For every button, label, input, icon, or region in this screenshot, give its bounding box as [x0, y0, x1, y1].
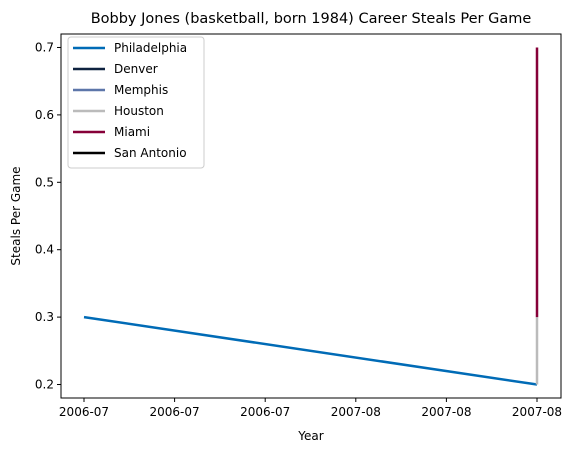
y-tick-label: 0.3 — [35, 310, 54, 324]
plot-area — [60, 33, 562, 399]
y-tick-label: 0.2 — [35, 378, 54, 392]
x-tick-label: 2006-07 — [59, 405, 109, 419]
legend-label-philadelphia: Philadelphia — [114, 41, 187, 55]
legend-label-miami: Miami — [114, 125, 150, 139]
legend: Philadelphia Denver Memphis Houston Miami San… — [67, 36, 205, 169]
y-tick-label: 0.7 — [35, 40, 54, 54]
chart-title: Bobby Jones (basketball, born 1984) Care… — [91, 11, 532, 27]
y-tick-label: 0.5 — [35, 175, 54, 189]
series-layer — [83, 47, 539, 386]
x-tick-label: 2006-07 — [150, 405, 200, 419]
y-axis-label: Steals Per Game — [9, 166, 23, 265]
x-tick-label: 2007-08 — [421, 405, 471, 419]
y-tick-label: 0.4 — [35, 243, 54, 257]
legend-label-san-antonio: San Antonio — [114, 146, 187, 160]
plot-frame — [60, 33, 562, 399]
x-axis-label: Year — [297, 429, 323, 443]
legend-label-houston: Houston — [114, 104, 164, 118]
series-line-philadelphia — [83, 315, 538, 386]
y-tick-label: 0.6 — [35, 108, 54, 122]
x-tick-label: 2007-08 — [512, 405, 562, 419]
x-tick-label: 2006-07 — [240, 405, 290, 419]
legend-label-denver: Denver — [114, 62, 158, 76]
x-axis: 2006-07 2006-07 2006-07 2007-08 2007-08 2007-… — [59, 398, 562, 419]
x-tick-label: 2007-08 — [331, 405, 381, 419]
y-axis: 0.2 0.3 0.4 0.5 0.6 0.7 — [35, 40, 61, 392]
legend-label-memphis: Memphis — [114, 83, 168, 97]
